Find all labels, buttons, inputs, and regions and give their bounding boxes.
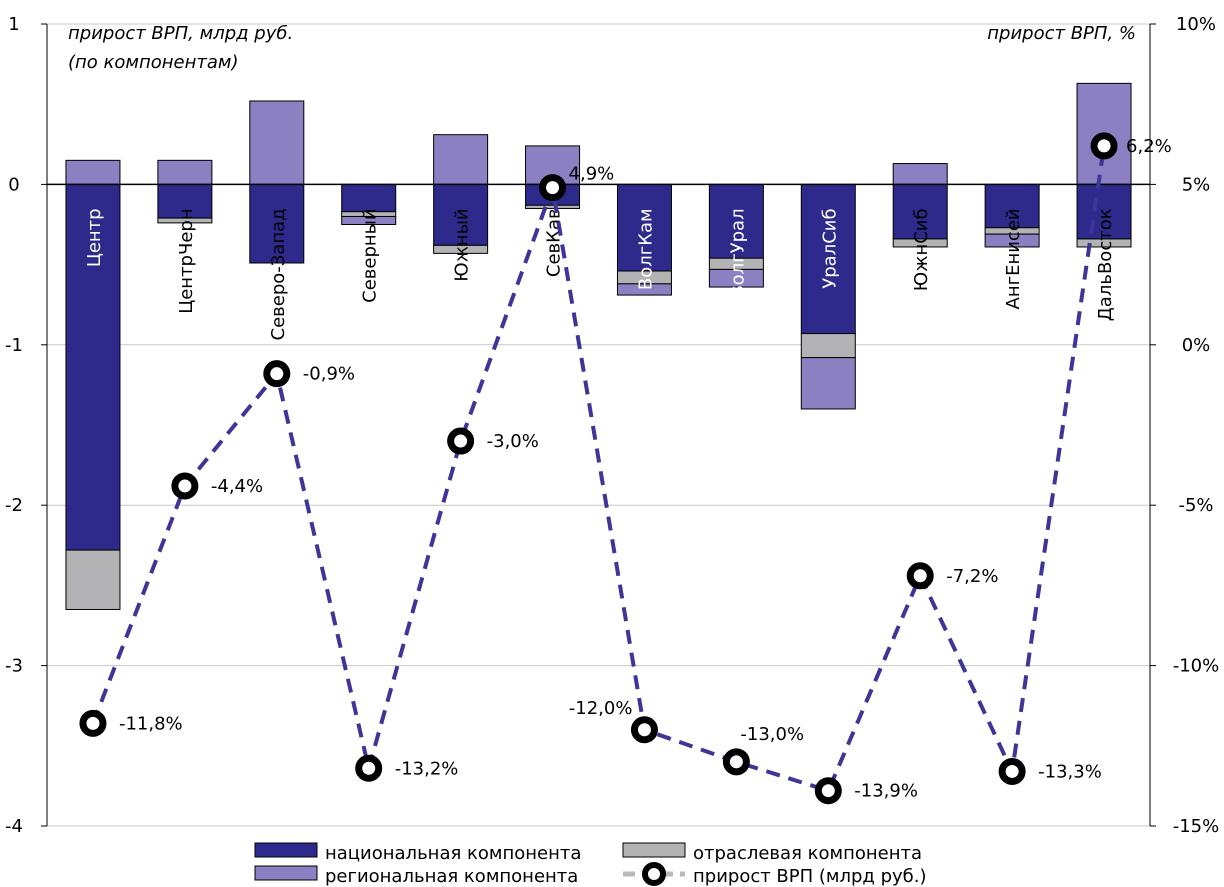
left-tick-label: 1 — [8, 14, 19, 35]
right-tick-labels: 10% 5% 0% -5% -10% -15% — [1173, 14, 1220, 837]
growth-marker — [263, 360, 291, 388]
point-label: -3,0% — [487, 431, 539, 452]
category-label: ДальВосток — [1095, 208, 1116, 321]
category-label: ВолгКам — [635, 208, 656, 290]
growth-marker — [998, 757, 1026, 785]
legend: национальная компонента отраслевая компо… — [254, 842, 927, 887]
point-label: -13,0% — [740, 724, 804, 745]
left-tick-label: -2 — [5, 495, 23, 516]
bar-segment — [708, 268, 764, 288]
left-axis-note-1: прирост ВРП, млрд руб. — [68, 23, 293, 44]
bar-segment — [433, 134, 489, 185]
growth-marker — [722, 748, 750, 776]
category-label: ЮжнСиб — [911, 208, 932, 291]
legend-swatch-sectoral — [622, 842, 686, 858]
category-label: УралСиб — [819, 208, 840, 288]
point-label: -12,0% — [569, 698, 633, 719]
category-label: АнгЕнисей — [1003, 208, 1024, 309]
right-tick-label: 10% — [1176, 14, 1216, 35]
growth-marker — [630, 716, 658, 744]
legend-label-regional: региональная компонента — [325, 866, 578, 887]
left-tick-label: 0 — [8, 174, 19, 195]
left-tick-label: -1 — [5, 335, 23, 356]
point-label: -13,9% — [854, 781, 918, 802]
point-label: 4,9% — [569, 164, 615, 185]
category-label: СевКав — [544, 208, 565, 277]
growth-marker — [906, 562, 934, 590]
right-tick-label: -15% — [1173, 816, 1220, 837]
growth-marker — [1090, 132, 1118, 160]
bar-segment — [800, 357, 856, 410]
bar-segment — [433, 183, 489, 246]
bar-segment — [616, 183, 672, 272]
growth-marker — [355, 754, 383, 782]
point-label: -7,2% — [946, 566, 998, 587]
bar-segment — [433, 244, 489, 254]
bar-segment — [341, 183, 397, 213]
bar-segment — [65, 183, 121, 551]
left-tick-label: -3 — [5, 656, 23, 677]
growth-marker — [171, 472, 199, 500]
growth-line — [79, 132, 1118, 805]
category-label: Центр — [84, 208, 105, 267]
category-labels: Центр ЦентрЧерн Северо-Запад Северный Южный С… — [84, 208, 1116, 340]
legend-swatch-regional — [254, 865, 318, 881]
growth-marker — [814, 777, 842, 805]
growth-marker — [539, 174, 567, 202]
category-label: Северо-Запад — [268, 208, 289, 340]
right-axis-note: прирост ВРП, % — [987, 23, 1136, 44]
point-label: -13,3% — [1038, 761, 1102, 782]
bar-segment — [249, 100, 305, 185]
bar-segment — [800, 183, 856, 335]
left-tick-labels: 1 0 -1 -2 -3 -4 — [5, 14, 23, 837]
bar-segment — [525, 204, 581, 209]
bar-segment — [984, 233, 1040, 248]
growth-marker — [447, 427, 475, 455]
bars — [65, 82, 1132, 610]
bar-segment — [984, 183, 1040, 229]
bar-segment — [157, 217, 213, 224]
growth-marker — [79, 709, 107, 737]
bar-segment — [892, 183, 948, 240]
bar-segment — [341, 215, 397, 225]
bar-segment — [1076, 183, 1132, 240]
bar-segment — [65, 549, 121, 610]
bar-segment — [800, 333, 856, 359]
bar-segment — [892, 163, 948, 185]
gridlines — [47, 23, 1150, 827]
axes — [41, 23, 1156, 827]
category-label: ЦентрЧерн — [176, 208, 197, 313]
bar-segment — [65, 159, 121, 185]
category-label: Южный — [452, 208, 473, 281]
point-label: -4,4% — [211, 476, 263, 497]
left-tick-label: -4 — [5, 816, 23, 837]
bar-segment — [616, 283, 672, 296]
point-label: 6,2% — [1126, 136, 1172, 157]
right-tick-label: 0% — [1182, 335, 1211, 356]
legend-label-sectoral: отраслевая компонента — [693, 843, 922, 864]
legend-label-national: национальная компонента — [325, 843, 581, 864]
legend-swatch-national — [254, 842, 318, 858]
point-label: -0,9% — [303, 364, 355, 385]
bar-segment — [708, 183, 764, 259]
bar-segment — [157, 159, 213, 185]
right-tick-label: -10% — [1173, 656, 1220, 677]
growth-line-path — [91, 145, 1107, 794]
bar-segment — [892, 238, 948, 248]
bar-segment — [1076, 238, 1132, 248]
left-axis-note-2: (по компонентам) — [68, 52, 239, 73]
category-label: Северный — [360, 208, 381, 302]
point-label: -11,8% — [119, 713, 183, 734]
category-label: ВолгУрал — [727, 208, 748, 297]
legend-label-growth: прирост ВРП (млрд руб.) — [693, 866, 927, 887]
right-tick-label: -5% — [1178, 495, 1213, 516]
point-labels: -11,8% -4,4% -0,9% -13,2% -3,0% 4,9% -12,0% -13… — [119, 136, 1172, 802]
point-label: -13,2% — [395, 758, 459, 779]
bar-segment — [249, 183, 305, 264]
legend-marker-icon — [642, 862, 666, 886]
right-tick-label: 5% — [1182, 174, 1211, 195]
